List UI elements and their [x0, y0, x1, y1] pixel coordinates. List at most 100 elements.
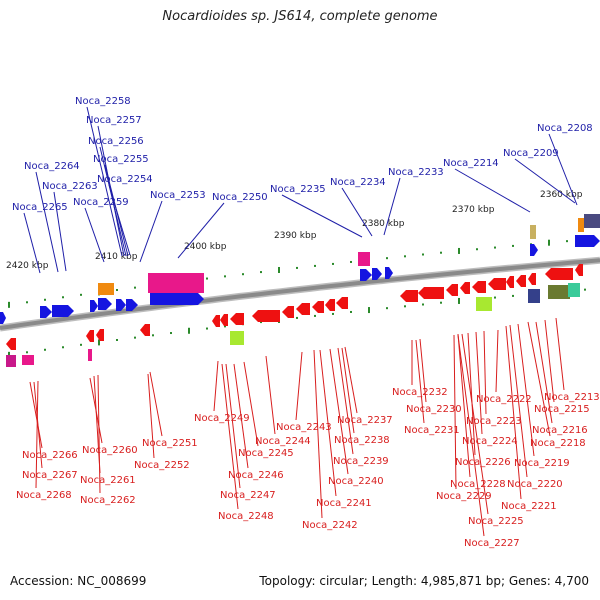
reverse-gene-arrow[interactable] [312, 301, 324, 313]
lower-gene-label[interactable]: Noca_2268 [16, 490, 72, 501]
upper-gene-label[interactable]: Noca_2259 [73, 197, 129, 208]
forward-gene-arrow[interactable] [360, 269, 372, 281]
lower-gene-label[interactable]: Noca_2246 [228, 470, 284, 481]
lower-gene-label[interactable]: Noca_2219 [514, 458, 570, 469]
upper-gene-label[interactable]: Noca_2255 [93, 154, 149, 165]
gene-block[interactable] [230, 331, 244, 345]
reverse-gene-arrow[interactable] [96, 329, 104, 341]
upper-gene-label[interactable]: Noca_2256 [88, 136, 144, 147]
reverse-gene-arrow[interactable] [460, 282, 470, 294]
upper-gene-label[interactable]: Noca_2208 [537, 123, 593, 134]
upper-gene-label[interactable]: Noca_2263 [42, 181, 98, 192]
reverse-gene-arrow[interactable] [488, 278, 506, 290]
forward-gene-arrow[interactable] [372, 268, 382, 280]
upper-gene-label[interactable]: Noca_2253 [150, 190, 206, 201]
upper-gene-label[interactable]: Noca_2264 [24, 161, 80, 172]
lower-gene-label[interactable]: Noca_2225 [468, 516, 524, 527]
lower-gene-label[interactable]: Noca_2229 [436, 491, 492, 502]
reverse-gene-arrow[interactable] [528, 273, 536, 285]
lower-gene-label[interactable]: Noca_2241 [316, 498, 372, 509]
upper-gene-label[interactable]: Noca_2214 [443, 158, 499, 169]
lower-gene-label[interactable]: Noca_2222 [476, 394, 532, 405]
forward-gene-arrow[interactable] [150, 293, 204, 305]
lower-gene-label[interactable]: Noca_2249 [194, 413, 250, 424]
lower-gene-label[interactable]: Noca_2248 [218, 511, 274, 522]
upper-gene-label[interactable]: Noca_2235 [270, 184, 326, 195]
lower-gene-label[interactable]: Noca_2220 [507, 479, 563, 490]
upper-gene-label[interactable]: Noca_2257 [86, 115, 142, 126]
reverse-gene-arrow[interactable] [336, 297, 348, 309]
lower-gene-label[interactable]: Noca_2242 [302, 520, 358, 531]
reverse-gene-arrow[interactable] [140, 324, 150, 336]
reverse-gene-arrow[interactable] [212, 315, 220, 327]
lower-gene-label[interactable]: Noca_2216 [532, 425, 588, 436]
upper-gene-label[interactable]: Noca_2258 [75, 96, 131, 107]
lower-gene-label[interactable]: Noca_2224 [462, 436, 518, 447]
reverse-gene-arrow[interactable] [252, 310, 280, 322]
forward-gene-arrow[interactable] [575, 235, 600, 247]
reverse-gene-arrow[interactable] [230, 313, 244, 325]
gene-block[interactable] [528, 289, 540, 303]
lower-gene-label[interactable]: Noca_2230 [406, 404, 462, 415]
forward-gene-arrow[interactable] [98, 298, 112, 310]
lower-gene-label[interactable]: Noca_2223 [466, 416, 522, 427]
upper-gene-labels[interactable]: Noca_2258 Noca_2257 Noca_2256 Noca_2255 Noca… [12, 96, 593, 213]
lower-gene-label[interactable]: Noca_2252 [134, 460, 190, 471]
gene-block[interactable] [358, 252, 370, 266]
upper-gene-label[interactable]: Noca_2254 [97, 174, 153, 185]
reverse-gene-arrow[interactable] [545, 268, 573, 280]
forward-gene-arrow[interactable] [385, 267, 393, 279]
lower-gene-label[interactable]: Noca_2245 [238, 448, 294, 459]
upper-gene-label[interactable]: Noca_2265 [12, 202, 68, 213]
forward-gene-arrow[interactable] [52, 305, 74, 317]
lower-gene-label[interactable]: Noca_2266 [22, 450, 78, 461]
gene-block[interactable] [22, 355, 34, 365]
lower-gene-label[interactable]: Noca_2232 [392, 387, 448, 398]
gene-block[interactable] [98, 283, 114, 295]
lower-gene-label[interactable]: Noca_2243 [276, 422, 332, 433]
gene-block[interactable] [88, 349, 92, 361]
gene-block[interactable] [6, 355, 16, 367]
upper-gene-label[interactable]: Noca_2233 [388, 167, 444, 178]
lower-gene-label[interactable]: Noca_2244 [255, 436, 311, 447]
lower-gene-label[interactable]: Noca_2228 [450, 479, 506, 490]
forward-gene-arrow[interactable] [0, 312, 6, 324]
reverse-gene-arrow[interactable] [282, 306, 294, 318]
upper-gene-label[interactable]: Noca_2250 [212, 192, 268, 203]
lower-gene-label[interactable]: Noca_2239 [333, 456, 389, 467]
lower-gene-label[interactable]: Noca_2227 [464, 538, 520, 549]
upper-gene-label[interactable]: Noca_2209 [503, 148, 559, 159]
reverse-gene-arrow[interactable] [325, 299, 335, 311]
lower-gene-label[interactable]: Noca_2215 [534, 404, 590, 415]
lower-gene-label[interactable]: Noca_2231 [404, 425, 460, 436]
lower-gene-label[interactable]: Noca_2261 [80, 475, 136, 486]
lower-gene-label[interactable]: Noca_2221 [501, 501, 557, 512]
upper-gene-label[interactable]: Noca_2234 [330, 177, 386, 188]
gene-block[interactable] [568, 283, 580, 297]
lower-gene-label[interactable]: Noca_2260 [82, 445, 138, 456]
lower-gene-labels[interactable]: Noca_2232 Noca_2213Noca_2230Noca_2222Noca… [16, 387, 600, 549]
lower-gene-label[interactable]: Noca_2226 [455, 457, 511, 468]
lower-gene-label[interactable]: Noca_2238 [334, 435, 390, 446]
lower-gene-label[interactable]: Noca_2237 [337, 415, 393, 426]
reverse-gene-arrow[interactable] [506, 276, 514, 288]
gene-block[interactable] [578, 218, 584, 232]
forward-gene-arrow[interactable] [530, 244, 538, 256]
reverse-gene-arrow[interactable] [86, 330, 94, 342]
reverse-gene-arrow[interactable] [296, 303, 310, 315]
gene-block[interactable] [584, 214, 600, 228]
forward-gene-arrow[interactable] [40, 306, 52, 318]
gene-block[interactable] [548, 285, 570, 299]
lower-gene-label[interactable]: Noca_2247 [220, 490, 276, 501]
forward-gene-arrow[interactable] [116, 299, 126, 311]
forward-gene-arrow[interactable] [90, 300, 98, 312]
reverse-gene-arrow[interactable] [472, 281, 486, 293]
gene-block[interactable] [476, 297, 492, 311]
lower-gene-label[interactable]: Noca_2240 [328, 476, 384, 487]
gene-block[interactable] [530, 225, 536, 239]
reverse-gene-arrow[interactable] [220, 314, 228, 326]
reverse-gene-arrow[interactable] [400, 290, 418, 302]
reverse-gene-arrow[interactable] [516, 275, 526, 287]
gene-block[interactable] [148, 273, 204, 293]
lower-gene-label[interactable]: Noca_2218 [530, 438, 586, 449]
